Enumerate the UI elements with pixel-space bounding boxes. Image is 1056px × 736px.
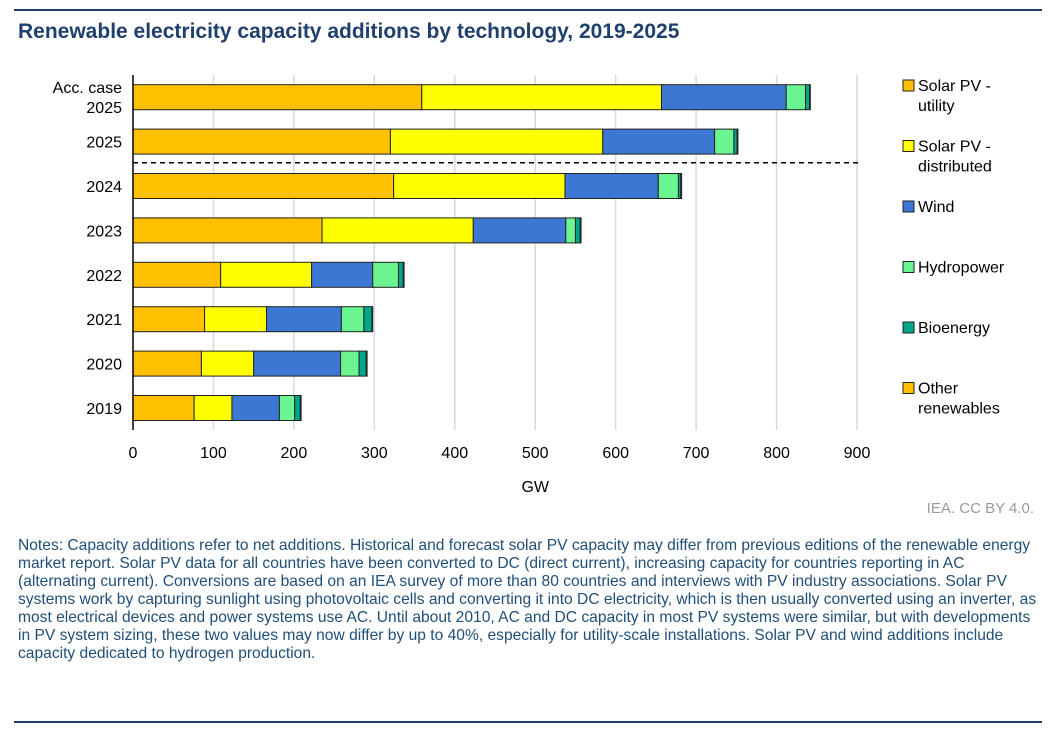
y-tick-label: 2025 xyxy=(86,100,122,117)
y-tick-label: 2019 xyxy=(86,401,122,418)
bar-segment xyxy=(358,350,367,377)
x-axis-label: GW xyxy=(521,479,549,496)
bar-segment xyxy=(785,84,807,111)
bar-segment xyxy=(132,306,206,333)
bar-segment xyxy=(231,395,280,421)
bar-segment xyxy=(278,395,296,421)
bar-segment xyxy=(294,395,301,421)
bar-segment xyxy=(193,395,233,421)
legend-label: distributed xyxy=(918,159,992,176)
top-rule xyxy=(14,9,1042,11)
bar-segment xyxy=(372,261,399,288)
x-tick-label: 100 xyxy=(200,445,227,462)
y-tick-label: 2022 xyxy=(86,268,122,285)
bar-segment xyxy=(132,261,222,288)
notes: Notes: Capacity additions refer to net a… xyxy=(18,537,1037,662)
x-tick-label: 400 xyxy=(441,445,468,462)
bar-segment xyxy=(132,128,391,155)
bar-segment xyxy=(340,306,365,333)
legend-label: Other xyxy=(918,381,959,398)
legend-label: Hydropower xyxy=(918,260,1005,277)
bar-segment xyxy=(266,306,342,333)
legend-label: Wind xyxy=(918,199,954,216)
legend-swatch xyxy=(902,321,915,334)
bar-segment xyxy=(657,173,679,199)
bar-segment xyxy=(220,261,313,288)
y-tick-label: 2020 xyxy=(86,357,122,374)
bar-segment xyxy=(472,217,567,244)
x-tick-label: 900 xyxy=(844,445,871,462)
bar-segment xyxy=(393,173,566,199)
bar-segment xyxy=(340,350,360,377)
x-tick-label: 600 xyxy=(602,445,629,462)
chart: 0 100 200 300 400 500 600 700 800 900 GW Acc. case 2… xyxy=(53,75,1005,496)
bar-segment xyxy=(132,84,423,111)
bar-segment xyxy=(365,350,368,377)
legend-label: Bioenergy xyxy=(918,320,990,337)
legend-swatch xyxy=(902,140,915,152)
legend-label: Solar PV - xyxy=(918,139,991,156)
y-tick-label: 2021 xyxy=(86,312,122,329)
bar-segment xyxy=(132,173,395,199)
bar-segment xyxy=(397,261,404,288)
bar-segment xyxy=(579,217,582,244)
legend-label: Solar PV - xyxy=(918,78,991,95)
legend-label: renewables xyxy=(918,401,1000,418)
legend-swatch xyxy=(902,200,915,213)
bar-segment xyxy=(421,84,663,111)
bar-segment xyxy=(389,128,604,155)
x-tick-label: 300 xyxy=(361,445,388,462)
bar-segment xyxy=(809,84,811,111)
x-tick-label: 700 xyxy=(683,445,710,462)
x-tick-label: 800 xyxy=(763,445,790,462)
chart-title: Renewable electricity capacity additions… xyxy=(18,20,680,43)
x-tick-label: 0 xyxy=(129,445,138,462)
bar-segment xyxy=(564,173,659,199)
y-tick-label: 2024 xyxy=(86,179,122,196)
bar-segment xyxy=(132,217,323,244)
bar-segment xyxy=(402,261,405,288)
bar-segment xyxy=(311,261,374,288)
bar-segment xyxy=(714,128,735,155)
bar-segment xyxy=(253,350,342,377)
legend-swatch xyxy=(902,382,915,394)
bar-segment xyxy=(132,350,202,377)
bottom-rule xyxy=(14,721,1042,723)
bar-segment xyxy=(574,217,581,244)
bar-segment xyxy=(736,128,739,155)
bar-segment xyxy=(363,306,373,333)
legend-label: utility xyxy=(918,98,954,115)
y-tick-label: 2023 xyxy=(86,223,122,240)
bar-segment xyxy=(371,306,374,333)
bar-segment xyxy=(132,395,195,421)
legend-swatch xyxy=(902,79,915,92)
bar-segment xyxy=(321,217,474,244)
bar-segment xyxy=(299,395,302,421)
bar-segment xyxy=(805,84,811,111)
x-tick-label: 200 xyxy=(281,445,308,462)
bar-segment xyxy=(680,173,683,199)
bar-segment xyxy=(602,128,716,155)
bar-segment xyxy=(204,306,268,333)
y-tick-label: Acc. case xyxy=(53,80,122,97)
credit: IEA. CC BY 4.0. xyxy=(926,500,1034,517)
legend-swatch xyxy=(902,261,915,273)
bar-segment xyxy=(200,350,255,377)
y-tick-label: 2025 xyxy=(86,135,122,152)
bar-segment xyxy=(661,84,787,111)
bar-segment xyxy=(565,217,576,244)
x-tick-label: 500 xyxy=(522,445,549,462)
